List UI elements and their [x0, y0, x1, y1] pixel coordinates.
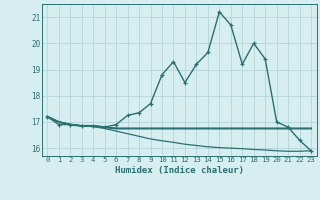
X-axis label: Humidex (Indice chaleur): Humidex (Indice chaleur): [115, 166, 244, 175]
